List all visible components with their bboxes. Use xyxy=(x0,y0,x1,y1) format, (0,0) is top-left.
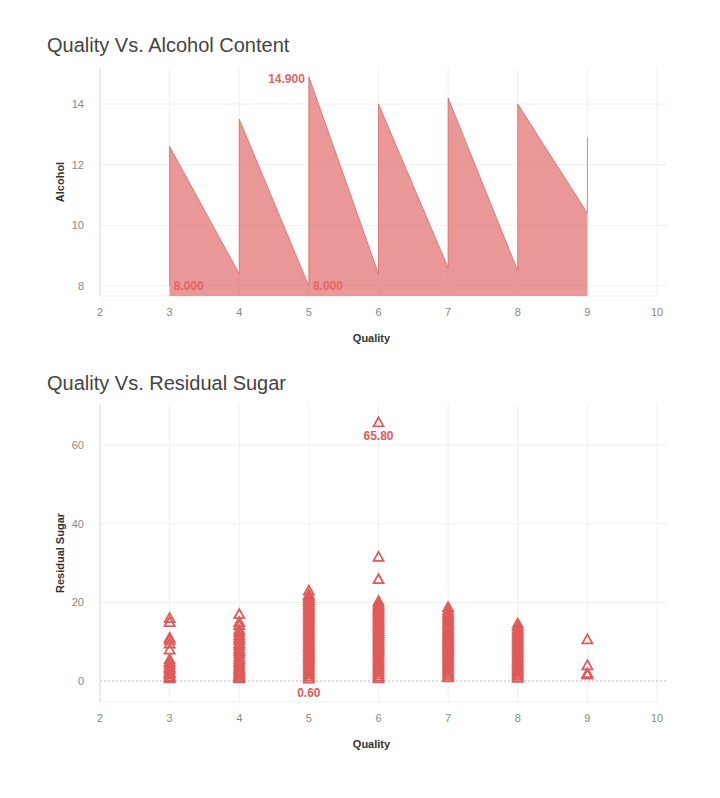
scatter-point xyxy=(374,552,384,561)
scatter-point xyxy=(582,634,592,643)
y-tick-label: 10 xyxy=(72,219,84,231)
x-grid-line xyxy=(100,68,101,296)
x-tick-label: 10 xyxy=(651,712,663,724)
scatter-point xyxy=(165,654,175,663)
x-tick-label: 3 xyxy=(167,306,173,318)
annotation: 0.60 xyxy=(297,686,321,700)
x-tick-label: 8 xyxy=(515,306,521,318)
x-tick-label: 7 xyxy=(445,306,451,318)
scatter-point xyxy=(582,660,592,669)
x-tick-label: 4 xyxy=(236,712,242,724)
y-tick-label: 60 xyxy=(72,439,84,451)
y-grid-line xyxy=(100,602,667,603)
x-grid-line xyxy=(657,404,658,702)
x-tick-label: 5 xyxy=(306,306,312,318)
annotation: 8.000 xyxy=(313,279,343,293)
scatter-point xyxy=(443,602,453,611)
x-tick-label: 3 xyxy=(167,712,173,724)
y-axis-title: Residual Sugar xyxy=(54,512,66,593)
marks xyxy=(170,77,588,296)
x-tick-label: 6 xyxy=(375,712,381,724)
y-axis-line xyxy=(100,404,101,702)
x-axis-line xyxy=(100,702,657,703)
scatter-point xyxy=(304,586,314,595)
scatter-point xyxy=(234,609,244,618)
y-tick-label: 14 xyxy=(72,98,84,110)
x-tick-label: 5 xyxy=(306,712,312,724)
x-tick-label: 9 xyxy=(584,712,590,724)
scatter-point xyxy=(374,596,384,605)
y-axis-line xyxy=(100,68,101,296)
y-grid-line xyxy=(100,445,667,446)
x-tick-label: 2 xyxy=(97,712,103,724)
x-tick-label: 7 xyxy=(445,712,451,724)
y-tick-label: 8 xyxy=(78,280,84,292)
x-tick-label: 10 xyxy=(651,306,663,318)
x-tick-label: 2 xyxy=(97,306,103,318)
chart-title: Quality Vs. Residual Sugar xyxy=(47,372,286,394)
annotation: 14.900 xyxy=(268,72,305,86)
x-tick-label: 4 xyxy=(236,306,242,318)
annotation: 8.000 xyxy=(174,279,204,293)
x-axis-title: Quality xyxy=(353,738,391,750)
x-grid-line xyxy=(587,404,588,702)
chart-title: Quality Vs. Alcohol Content xyxy=(47,34,290,56)
y-tick-label: 20 xyxy=(72,596,84,608)
axes: 2 3 4 5 6 7 8 9 10 0 20 40 60 Quality Residual Sugar xyxy=(54,404,667,750)
y-tick-label: 0 xyxy=(78,675,84,687)
marks xyxy=(165,417,593,682)
y-tick-label: 12 xyxy=(72,159,84,171)
scatter-point xyxy=(165,613,175,622)
x-tick-label: 9 xyxy=(584,306,590,318)
y-axis-title: Alcohol xyxy=(54,162,66,202)
chart-canvas: Quality Vs. Alcohol Content 2 3 4 5 6 7 8 9 10 8 10… xyxy=(0,0,720,798)
y-grid-line xyxy=(100,104,667,105)
area-line xyxy=(170,77,588,286)
x-tick-label: 8 xyxy=(515,712,521,724)
y-grid-line xyxy=(100,523,667,524)
area-fill xyxy=(170,77,588,296)
x-grid-line xyxy=(657,68,658,296)
scatter-point xyxy=(374,417,384,426)
scatter-point xyxy=(165,633,175,642)
annotation: 65.80 xyxy=(363,429,393,443)
scatter-point xyxy=(374,574,384,583)
scatter-point xyxy=(513,619,523,628)
x-axis-title: Quality xyxy=(353,332,391,344)
x-grid-line xyxy=(100,404,101,702)
axes: 2 3 4 5 6 7 8 9 10 8 10 12 14 Quality Alcohol xyxy=(54,68,667,344)
x-tick-label: 6 xyxy=(375,306,381,318)
y-tick-label: 40 xyxy=(72,518,84,530)
